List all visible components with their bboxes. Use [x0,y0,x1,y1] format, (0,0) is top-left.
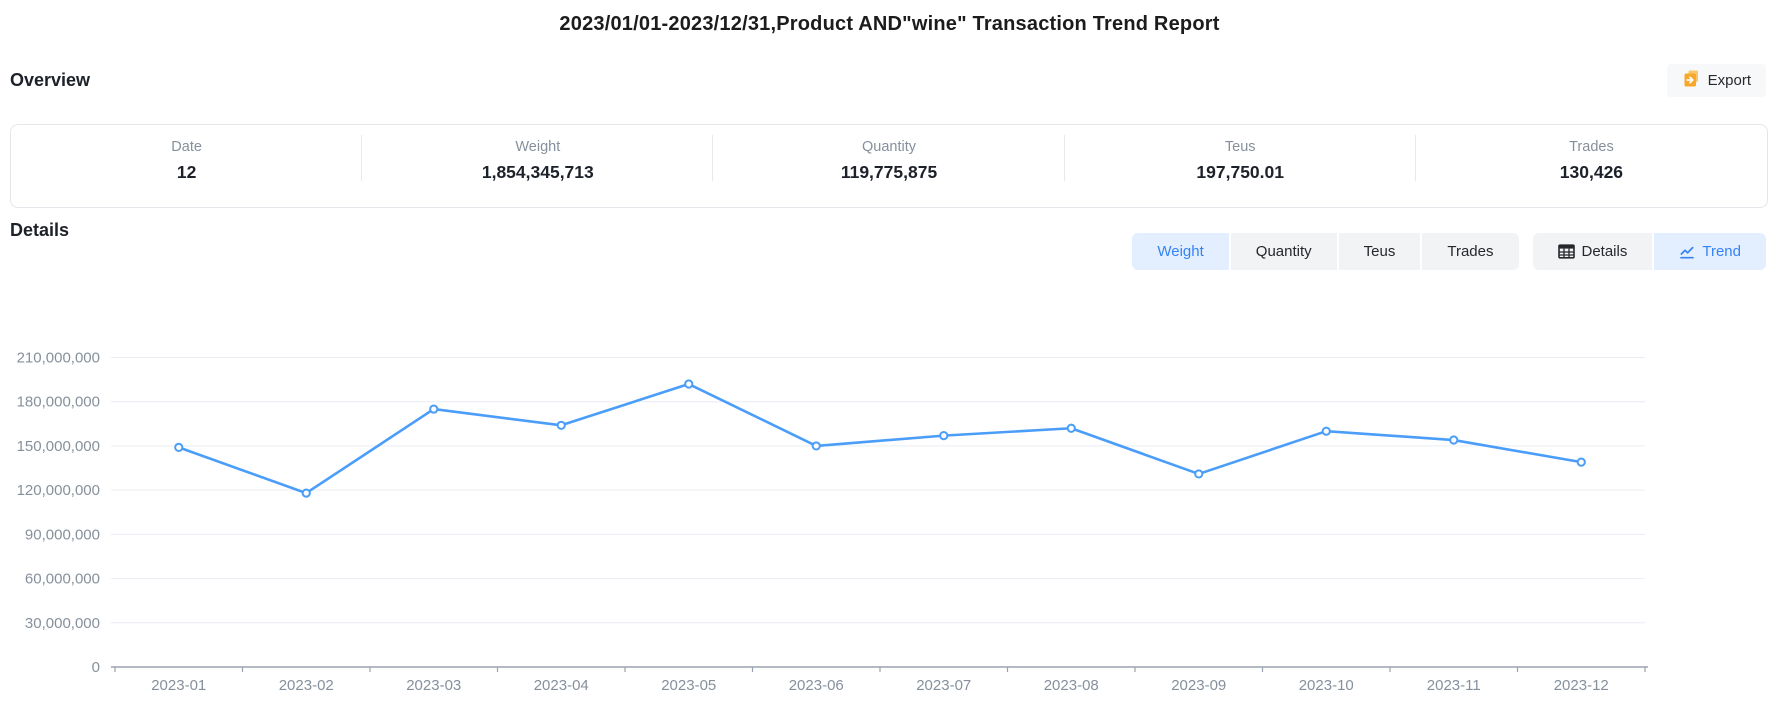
overview-heading: Overview [10,70,91,90]
tab-label: Trend [1702,243,1741,260]
stat-label: Date [171,139,202,155]
data-point-marker[interactable] [429,404,439,414]
y-axis-label: 150,000,000 [17,438,100,455]
export-button-label: Export [1707,72,1751,89]
tab-label: Weight [1157,243,1204,260]
y-axis-label: 210,000,000 [17,350,100,367]
data-point-marker[interactable] [684,379,694,389]
x-axis-label: 2023-03 [406,677,461,694]
tab-label: Trades [1447,243,1494,260]
export-document-icon [1682,69,1701,92]
data-point-marker[interactable] [1194,469,1204,479]
stat-label: Trades [1569,139,1614,155]
y-axis-label: 180,000,000 [17,394,100,411]
data-point-marker[interactable] [939,431,949,441]
x-axis-label: 2023-10 [1299,677,1354,694]
data-point-marker[interactable] [174,442,184,453]
stat-value: 197,750.01 [1196,162,1284,182]
stat-label: Quantity [862,139,916,155]
data-point-marker[interactable] [1576,457,1586,467]
x-axis-label: 2023-12 [1554,677,1609,694]
y-axis-label: 120,000,000 [17,482,100,499]
view-tab-group: Details Trend [1532,233,1766,270]
y-axis-label: 60,000,000 [25,571,100,588]
tab-weight[interactable]: Weight [1132,233,1229,270]
data-point-marker[interactable] [1066,423,1076,433]
export-button[interactable]: Export [1666,64,1766,97]
data-point-marker[interactable] [301,488,311,498]
details-toolbar: Details Weight Quantity Teus Trades Deta… [10,211,1766,270]
y-axis-label: 90,000,000 [25,526,100,543]
stat-value: 1,854,345,713 [481,162,594,182]
y-axis-label: 30,000,000 [25,615,100,632]
data-point-marker[interactable] [556,420,566,430]
stat-trades: Trades 130,426 [1416,137,1767,207]
tab-teus[interactable]: Teus [1338,233,1421,270]
table-icon [1557,244,1575,259]
stat-weight: Weight 1,854,345,713 [362,135,714,207]
trend-line [177,382,1583,495]
stat-label: Teus [1224,139,1256,155]
stat-value: 12 [176,162,197,182]
stat-label: Weight [515,139,561,155]
stat-value: 130,426 [1559,162,1624,182]
tab-trades[interactable]: Trades [1422,233,1519,270]
data-point-marker[interactable] [1321,426,1331,436]
overview-toolbar: Overview Export [10,64,1766,97]
metric-tab-group: Weight Quantity Teus Trades [1132,233,1519,270]
line-chart-icon [1679,244,1695,260]
details-heading: Details [10,220,70,240]
x-axis-label: 2023-06 [789,677,844,694]
stat-date: Date 12 [11,135,363,207]
page-title: 2023/01/01-2023/12/31,Product AND"wine" … [559,13,1220,35]
x-axis-label: 2023-04 [534,677,589,694]
tab-label: Teus [1363,243,1396,260]
trend-chart-svg: 0 30,000,000 60,000,000 90,000,000 120,000,0… [17,350,1648,694]
tab-quantity[interactable]: Quantity [1230,233,1337,270]
stat-value: 119,775,875 [840,162,938,182]
x-axis-label: 2023-08 [1044,677,1099,694]
x-axis-label: 2023-02 [279,677,334,694]
x-axis-label: 2023-11 [1427,677,1481,694]
tab-details-view[interactable]: Details [1532,233,1653,270]
x-axis-label: 2023-01 [151,677,206,694]
tab-label: Quantity [1255,243,1312,260]
tab-trend-view[interactable]: Trend [1654,233,1766,270]
trend-line-chart: 0 30,000,000 60,000,000 90,000,000 120,000,0… [0,274,1779,699]
data-point-marker[interactable] [1449,435,1459,445]
overview-stats-card: Date 12 Weight 1,854,345,713 Quantity 11… [10,124,1768,208]
tab-label: Details [1581,243,1628,260]
x-axis-label: 2023-07 [916,677,971,694]
stat-teus: Teus 197,750.01 [1065,135,1417,207]
data-point-marker[interactable] [811,441,821,451]
x-axis-label: 2023-09 [1171,677,1226,694]
x-axis-label: 2023-05 [661,677,716,694]
stat-quantity: Quantity 119,775,875 [713,135,1065,207]
y-axis-label: 0 [92,659,100,676]
tab-area: Weight Quantity Teus Trades Details [1132,233,1766,270]
